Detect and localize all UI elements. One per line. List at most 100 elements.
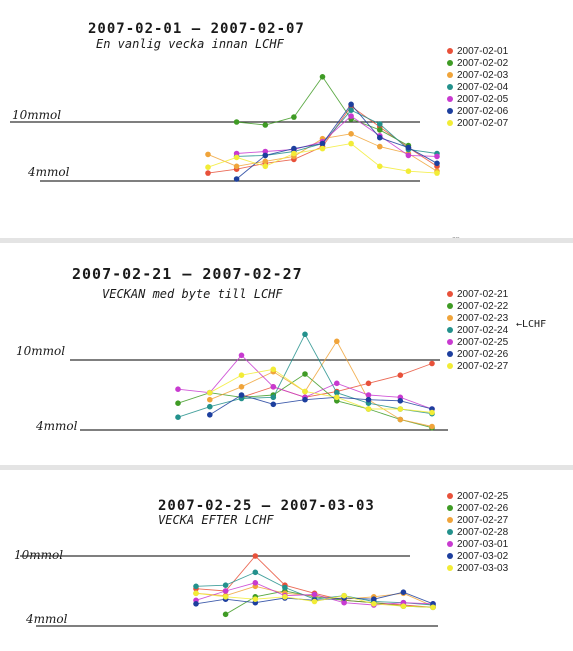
chart-1-series-3-point-3 [262, 158, 269, 165]
chart-3-legend-item-6: 2007-03-02 [447, 550, 508, 562]
chart-1-ref-low-label: 4mmol [28, 165, 70, 179]
legend-label: 2007-02-25 [457, 490, 509, 502]
chart-2-series-7-point-1 [207, 389, 213, 396]
chart-1-series-7-point-9 [434, 170, 440, 176]
legend-dot [447, 48, 453, 54]
chart-1-series-7-point-6 [348, 140, 354, 147]
chart-1-series-5-point-2 [262, 148, 269, 155]
chart-3-series-4-point-4 [282, 584, 288, 591]
legend-dot [447, 291, 453, 297]
chart-2-series-6-point-4 [302, 396, 308, 403]
chart-3-series-7-point-2 [222, 594, 229, 600]
chart-2-subtitle: VECKAN med byte till LCHF [102, 287, 283, 301]
chart-1-series-7-point-7 [377, 163, 383, 170]
chart-3-series-6-point-7 [371, 596, 377, 602]
chart-2-series-1-point-6 [397, 372, 404, 379]
chart-1-series-5-point-8 [434, 153, 440, 160]
legend-dot [447, 553, 453, 559]
legend-label: 2007-02-04 [457, 81, 509, 93]
chart-2-series-3-point-7 [397, 416, 404, 423]
chart-1-legend-item-2: 2007-02-02 [447, 57, 508, 69]
chart-2-series-4-point-6 [334, 389, 340, 396]
chart-1-series-5-point-1 [233, 150, 240, 157]
legend-label: 2007-02-07 [457, 117, 509, 129]
chart-3-series-1-point-3 [252, 553, 259, 559]
chart-1-series-7-point-8 [405, 168, 412, 174]
chart-2-series-6-point-1 [207, 412, 213, 418]
legend-dot [447, 120, 453, 126]
chart-2-series-6-point-3 [270, 401, 277, 408]
chart-2-series-1-point-7 [429, 360, 435, 367]
chart-3-ref-high-label: 10mmol [14, 548, 64, 562]
chart-2-series-7-point-4 [302, 388, 308, 395]
chart-1-legend-item-3: 2007-02-03 [447, 69, 508, 81]
chart-1-series-6-point-4 [319, 140, 326, 147]
chart-3-series-7-point-3 [252, 596, 259, 602]
chart-3-legend-item-5: 2007-03-01 [447, 538, 508, 550]
chart-2-series-5-point-4 [270, 384, 277, 390]
chart-panel-1: 2007-02-01 — 2007-02-07 En vanlig vecka … [0, 0, 573, 243]
chart-1-series-5-point-5 [348, 113, 354, 119]
legend-dot [447, 96, 453, 102]
chart-2-legend-item-5: 2007-02-25 [447, 336, 508, 348]
chart-1-series-6-point-5 [348, 101, 354, 108]
chart-2-ref-high-label: 10mmol [16, 344, 66, 358]
legend-dot [447, 363, 453, 369]
legend-dot [447, 303, 453, 309]
chart-2-series-3-point-2 [238, 384, 245, 390]
legend-label: 2007-02-27 [457, 514, 509, 526]
chart-2-series-4-point-5 [302, 331, 308, 338]
chart-2-legend-item-6: 2007-02-26 [447, 348, 508, 360]
chart-2-series-2-point-5 [302, 371, 308, 377]
chart-1-series-3-point-6 [348, 131, 354, 137]
chart-1-series-2-point-1 [233, 119, 240, 125]
panel-separator-1 [0, 238, 573, 243]
legend-dot [447, 493, 453, 499]
chart-1-series-5-point-7 [405, 152, 412, 159]
chart-2-series-7-point-2 [238, 372, 245, 379]
chart-3-legend-item-3: 2007-02-27 [447, 514, 508, 526]
chart-1-series-7-point-2 [233, 154, 240, 161]
chart-2-ref-low-label: 4mmol [36, 419, 78, 433]
chart-3-title: 2007-02-25 — 2007-03-03 [158, 498, 375, 514]
chart-2-series-4-point-4 [270, 394, 277, 401]
chart-1-series-4-point-6 [377, 121, 383, 127]
chart-1-series-line-2 [236, 76, 409, 146]
chart-3-series-6-point-8 [400, 589, 407, 595]
legend-dot [447, 529, 453, 535]
chart-3-series-2-point-1 [222, 611, 229, 618]
chart-1-series-6-point-1 [233, 176, 240, 182]
chart-2-series-7-point-6 [365, 406, 372, 412]
chart-2-series-1-point-5 [365, 380, 372, 387]
chart-3-series-5-point-6 [341, 599, 347, 606]
legend-label: 2007-02-21 [457, 288, 509, 300]
legend-dot [447, 84, 453, 90]
chart-2-series-line-6 [209, 394, 433, 416]
legend-label: 2007-02-23 [457, 312, 509, 324]
legend-label: 2007-02-25 [457, 336, 509, 348]
chart-3-series-7-point-7 [371, 601, 377, 607]
chart-2-series-3-point-1 [207, 396, 213, 403]
chart-1-legend-item-1: 2007-02-01 [447, 45, 508, 57]
chart-2-series-2-point-1 [175, 400, 181, 407]
chart-3-series-7-point-5 [311, 598, 318, 605]
chart-1-series-line-4 [236, 109, 438, 157]
legend-dot [447, 60, 453, 66]
chart-1-series-2-point-3 [291, 114, 297, 120]
chart-1-series-2-point-2 [262, 122, 269, 128]
chart-panel-2: 2007-02-21 — 2007-02-27 VECKAN med byte … [0, 243, 573, 465]
chart-1-series-7-point-1 [205, 164, 211, 170]
chart-2-legend-item-2: 2007-02-22 [447, 300, 508, 312]
chart-1-series-4-point-5 [348, 107, 354, 113]
chart-1-title: 2007-02-01 — 2007-02-07 [88, 21, 305, 37]
chart-3-legend-item-7: 2007-03-03 [447, 562, 508, 574]
chart-3-legend-item-2: 2007-02-26 [447, 502, 508, 514]
chart-1-series-6-point-7 [405, 144, 412, 151]
panel-separator-2 [0, 465, 573, 470]
legend-label: 2007-02-06 [457, 105, 509, 117]
chart-3-series-7-point-8 [400, 603, 407, 609]
chart-3-series-4-point-1 [193, 583, 199, 590]
chart-3-series-7-point-6 [341, 592, 347, 599]
